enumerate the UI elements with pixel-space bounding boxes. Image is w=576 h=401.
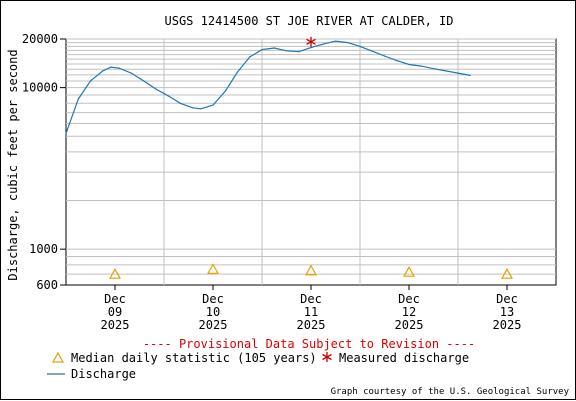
x-tick-labels: Dec092025Dec102025Dec112025Dec122025Dec1… [101, 285, 522, 332]
legend-discharge-label: Discharge [71, 367, 136, 381]
median-marker [402, 265, 416, 277]
discharge-point [273, 47, 275, 49]
discharge-point [65, 132, 67, 135]
chart-title: USGS 12414500 ST JOE RIVER AT CALDER, ID [165, 14, 454, 28]
y-tick-label: 600 [36, 278, 58, 292]
discharge-point [469, 74, 471, 77]
discharge-point [142, 80, 145, 82]
discharge-point [334, 40, 337, 42]
discharge-point [77, 98, 79, 100]
discharge-point [102, 70, 104, 72]
discharge-point [457, 72, 459, 74]
x-tick-label: 12 [402, 305, 416, 319]
discharge-point [383, 55, 386, 57]
discharge-point [432, 68, 435, 70]
legend-median-marker [51, 351, 65, 363]
median-marker [304, 264, 318, 276]
courtesy-note: Graph courtesy of the U.S. Geological Su… [331, 387, 570, 397]
discharge-point [298, 51, 300, 53]
discharge-point [191, 107, 194, 109]
provisional-note: ---- Provisional Data Subject to Revisio… [143, 337, 475, 351]
x-tick-label: Dec [104, 292, 126, 306]
x-tick-label: 2025 [395, 318, 424, 332]
discharge-point [212, 104, 214, 106]
legend-measured-label: Measured discharge [339, 351, 469, 365]
measured-marker [306, 36, 316, 47]
plot-area [65, 38, 557, 286]
discharge-point [224, 90, 226, 92]
discharge-point [322, 43, 324, 45]
x-tick-label: 2025 [199, 318, 228, 332]
x-tick-label: 13 [500, 305, 514, 319]
legend-median-label: Median daily statistic (105 years) [71, 351, 317, 365]
discharge-point [347, 41, 349, 44]
discharge-point [408, 63, 410, 66]
y-tick-label: 10000 [22, 81, 58, 95]
discharge-point [155, 88, 157, 90]
discharge-point [261, 48, 263, 51]
x-tick-label: Dec [496, 292, 518, 306]
series-marks [65, 36, 514, 279]
discharge-point [200, 108, 202, 110]
median-marker [500, 267, 514, 279]
x-tick-label: Dec [202, 292, 224, 306]
discharge-point [110, 66, 112, 68]
median-marker [108, 267, 122, 279]
discharge-point [89, 80, 92, 82]
x-tick-label: 09 [108, 305, 122, 319]
discharge-point [179, 102, 181, 104]
discharge-point [167, 95, 169, 97]
discharge-point [396, 59, 398, 62]
discharge-point [285, 50, 288, 52]
x-tick-label: 2025 [297, 318, 326, 332]
discharge-point [371, 50, 373, 52]
median-marker [206, 263, 220, 274]
y-axis-label: Discharge, cubic feet per second [6, 49, 20, 280]
grid-lines [66, 38, 556, 285]
x-tick-label: 11 [304, 305, 318, 319]
y-tick-label: 20000 [22, 32, 58, 46]
x-tick-label: 2025 [101, 318, 130, 332]
x-tick-label: 10 [206, 305, 220, 319]
x-tick-label: Dec [300, 292, 322, 306]
discharge-point [118, 67, 120, 69]
discharge-point [249, 56, 251, 58]
discharge-point [130, 72, 132, 74]
discharge-point [236, 71, 239, 73]
discharge-point [310, 46, 312, 49]
legend-measured-marker [322, 352, 332, 362]
y-tick-labels: 20000 10000 1000 600 [22, 32, 66, 292]
discharge-point [420, 65, 422, 67]
discharge-point [359, 45, 361, 47]
x-tick-label: Dec [398, 292, 420, 306]
discharge-point [445, 70, 447, 72]
y-tick-label: 1000 [29, 242, 58, 256]
legend: Median daily statistic (105 years) Measu… [47, 351, 469, 381]
x-tick-label: 2025 [493, 318, 522, 332]
